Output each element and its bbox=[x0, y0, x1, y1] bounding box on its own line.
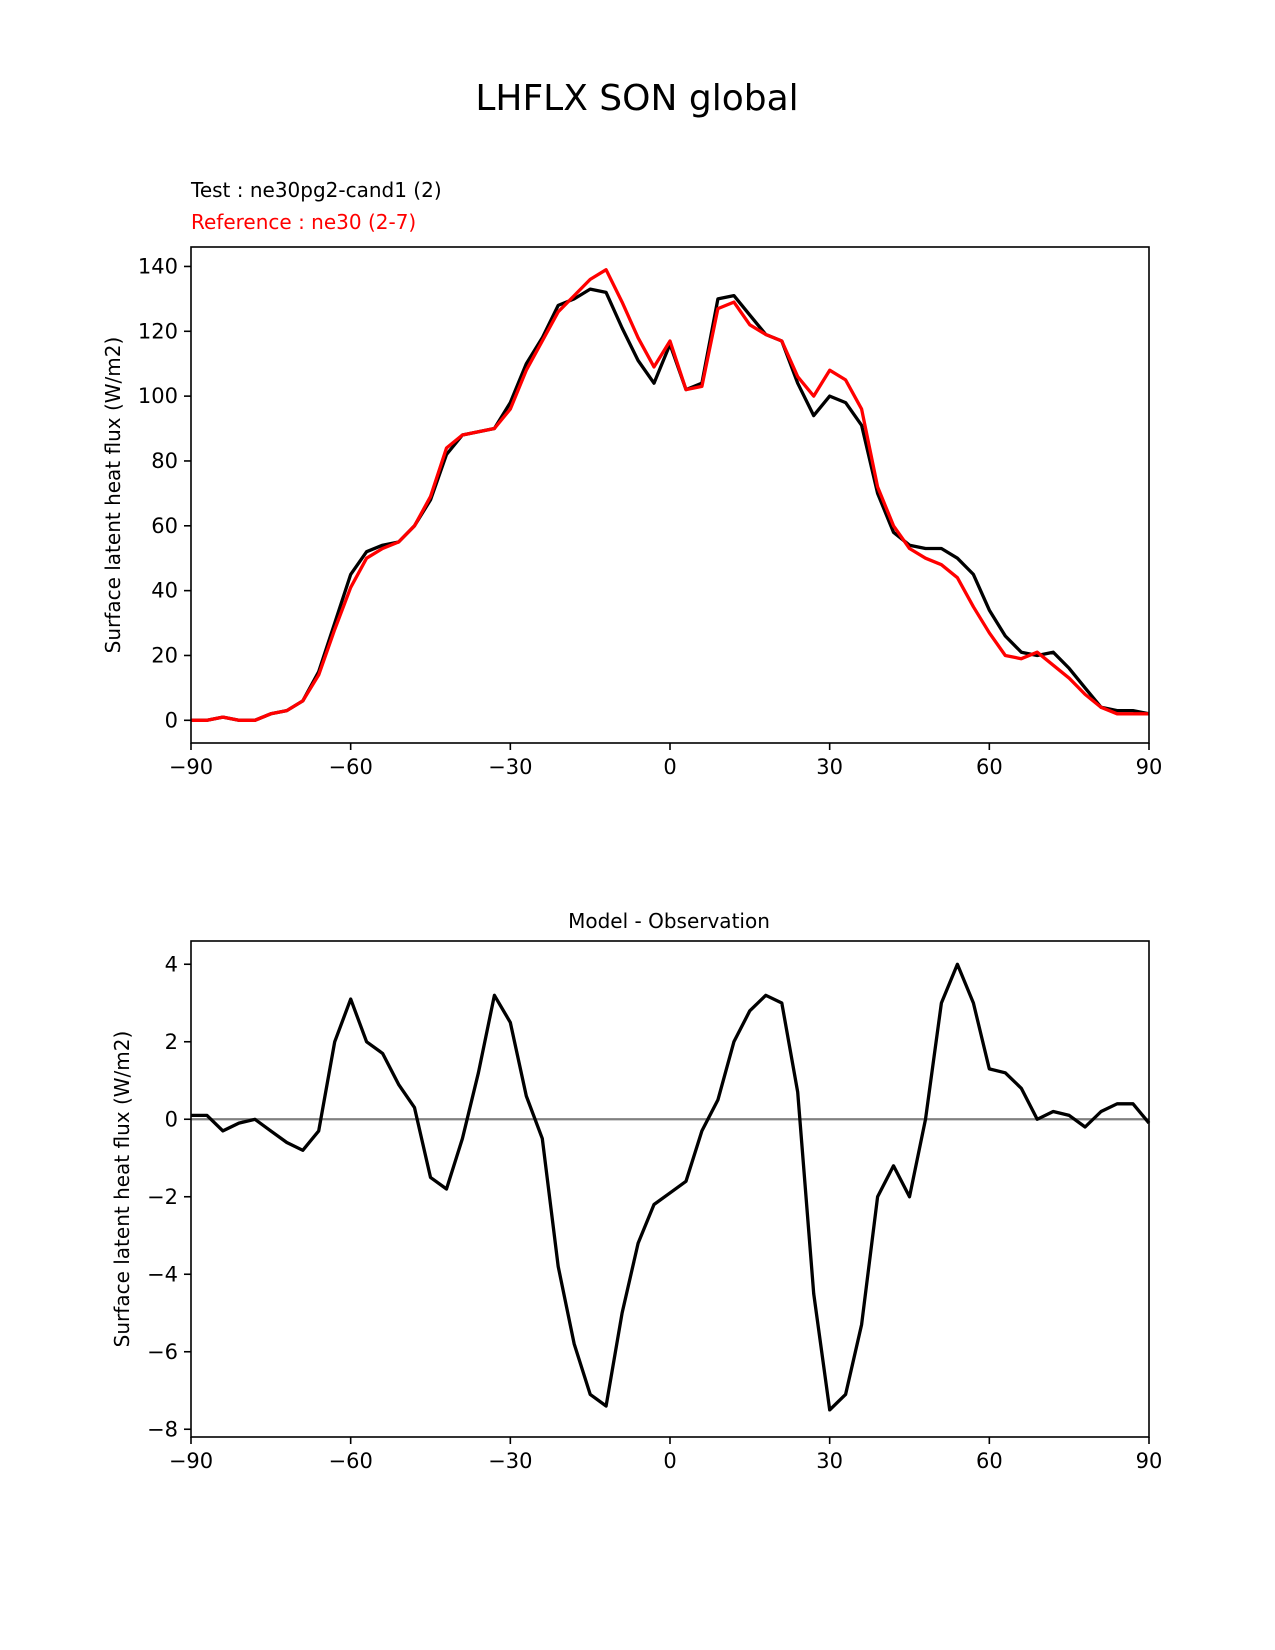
y-tick-label: 20 bbox=[151, 643, 178, 667]
bottom-panel-title: Model - Observation bbox=[568, 909, 770, 933]
top-x-ticks: −90 −60 −30 0 30 60 90 bbox=[169, 743, 1163, 779]
y-tick-label: 0 bbox=[165, 1107, 178, 1131]
bottom-y-ticks: −8 −6 −4 −2 0 2 4 bbox=[147, 952, 191, 1441]
y-tick-label: −4 bbox=[147, 1262, 178, 1286]
x-tick-label: 0 bbox=[663, 1449, 676, 1473]
top-series-group bbox=[191, 268, 1150, 722]
x-tick-label: 30 bbox=[816, 755, 843, 779]
y-tick-label: 140 bbox=[138, 254, 178, 278]
top-y-axis-label: Surface latent heat flux (W/m2) bbox=[101, 337, 125, 654]
x-tick-label: 90 bbox=[1136, 1449, 1163, 1473]
x-tick-label: 60 bbox=[976, 755, 1003, 779]
x-tick-label: −30 bbox=[488, 755, 532, 779]
x-tick-label: 30 bbox=[816, 1449, 843, 1473]
x-tick-label: −60 bbox=[329, 755, 373, 779]
series-line-reference bbox=[191, 268, 1149, 722]
x-tick-label: 90 bbox=[1136, 755, 1163, 779]
x-tick-label: −30 bbox=[488, 1449, 532, 1473]
y-tick-label: 40 bbox=[151, 579, 178, 603]
y-tick-label: 0 bbox=[165, 708, 178, 732]
y-tick-label: 4 bbox=[165, 952, 178, 976]
bottom-panel: Model - Observation −90 −60 −30 0 30 60 90 −8−… bbox=[110, 909, 1162, 1473]
bottom-x-ticks: −90 −60 −30 0 30 60 90 bbox=[169, 1437, 1163, 1473]
series-line-model-observation bbox=[191, 962, 1151, 1412]
bottom-y-axis-label: Surface latent heat flux (W/m2) bbox=[110, 1031, 134, 1348]
y-tick-label: 100 bbox=[138, 384, 178, 408]
figure-title: LHFLX SON global bbox=[475, 78, 798, 119]
y-tick-label: −2 bbox=[147, 1185, 178, 1209]
bottom-axes-frame bbox=[190, 940, 1150, 1438]
y-tick-label: −6 bbox=[147, 1340, 178, 1364]
y-tick-label: −8 bbox=[147, 1417, 178, 1441]
top-axes-frame bbox=[190, 246, 1150, 744]
y-tick-label: 60 bbox=[151, 514, 178, 538]
y-tick-label: 2 bbox=[165, 1030, 178, 1054]
x-tick-label: −90 bbox=[169, 755, 213, 779]
reference-label: Reference : ne30 (2-7) bbox=[191, 210, 416, 234]
y-tick-label: 80 bbox=[151, 449, 178, 473]
x-tick-label: 60 bbox=[976, 1449, 1003, 1473]
test-label: Test : ne30pg2-cand1 (2) bbox=[190, 178, 442, 202]
x-tick-label: 0 bbox=[663, 755, 676, 779]
bottom-series-group bbox=[191, 962, 1151, 1412]
y-tick-label: 120 bbox=[138, 319, 178, 343]
x-tick-label: −60 bbox=[329, 1449, 373, 1473]
top-y-ticks: 0 20 40 60 80 100 120 140 bbox=[138, 254, 191, 732]
x-tick-label: −90 bbox=[169, 1449, 213, 1473]
top-panel: −90 −60 −30 0 30 60 90 0 20 40 60 80 100 120 140 Surf… bbox=[101, 246, 1163, 779]
